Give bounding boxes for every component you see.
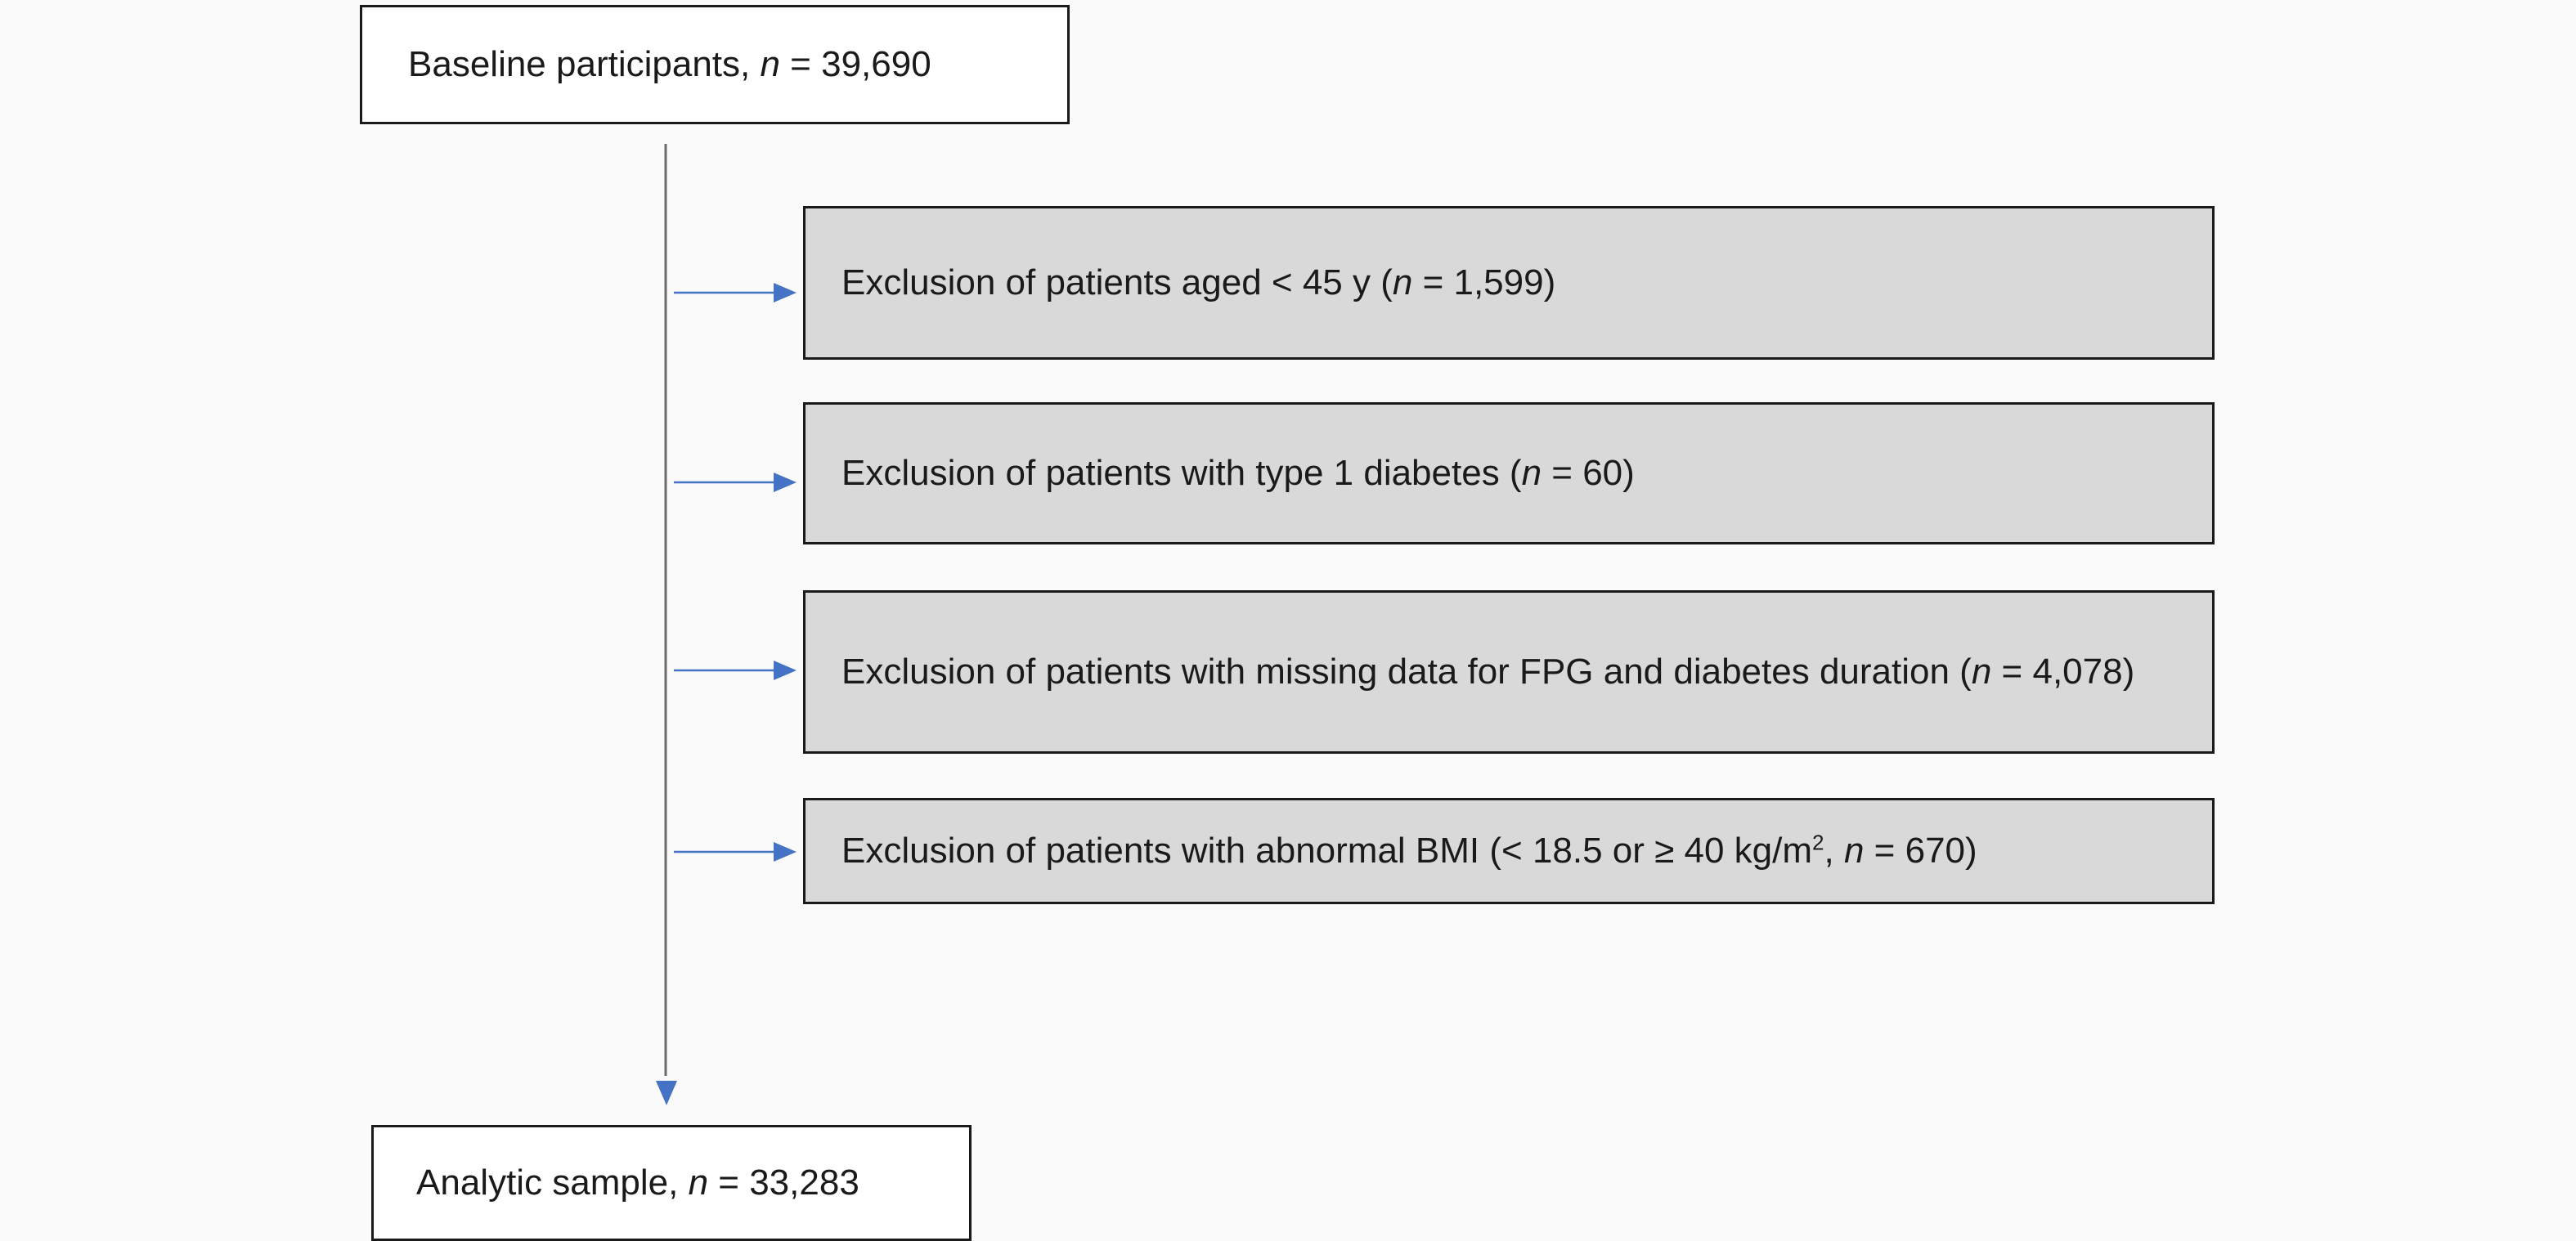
- exclusion-text-type1-diabetes: Exclusion of patients with type 1 diabet…: [841, 453, 1635, 494]
- baseline-participants-box: Baseline participants, n = 39,690: [360, 5, 1070, 124]
- exclusion-box-abnormal-bmi: Exclusion of patients with abnormal BMI …: [803, 798, 2215, 904]
- branch-arrow-2: [674, 661, 797, 680]
- branch-arrow-0: [674, 283, 797, 302]
- exclusion-text-age: Exclusion of patients aged < 45 y (n = 1…: [841, 262, 1556, 303]
- branch-arrow-1: [674, 473, 797, 492]
- exclusion-text-abnormal-bmi: Exclusion of patients with abnormal BMI …: [841, 830, 1977, 871]
- exclusion-text-missing-data: Exclusion of patients with missing data …: [841, 652, 2135, 692]
- exclusion-box-missing-data: Exclusion of patients with missing data …: [803, 590, 2215, 754]
- exclusion-box-age: Exclusion of patients aged < 45 y (n = 1…: [803, 206, 2215, 360]
- branch-arrow-3: [674, 842, 797, 862]
- analytic-sample-text: Analytic sample, n = 33,283: [416, 1163, 859, 1203]
- main-arrowhead: [656, 1081, 677, 1105]
- analytic-sample-box: Analytic sample, n = 33,283: [371, 1125, 972, 1241]
- baseline-participants-text: Baseline participants, n = 39,690: [408, 44, 931, 85]
- exclusion-box-type1-diabetes: Exclusion of patients with type 1 diabet…: [803, 402, 2215, 544]
